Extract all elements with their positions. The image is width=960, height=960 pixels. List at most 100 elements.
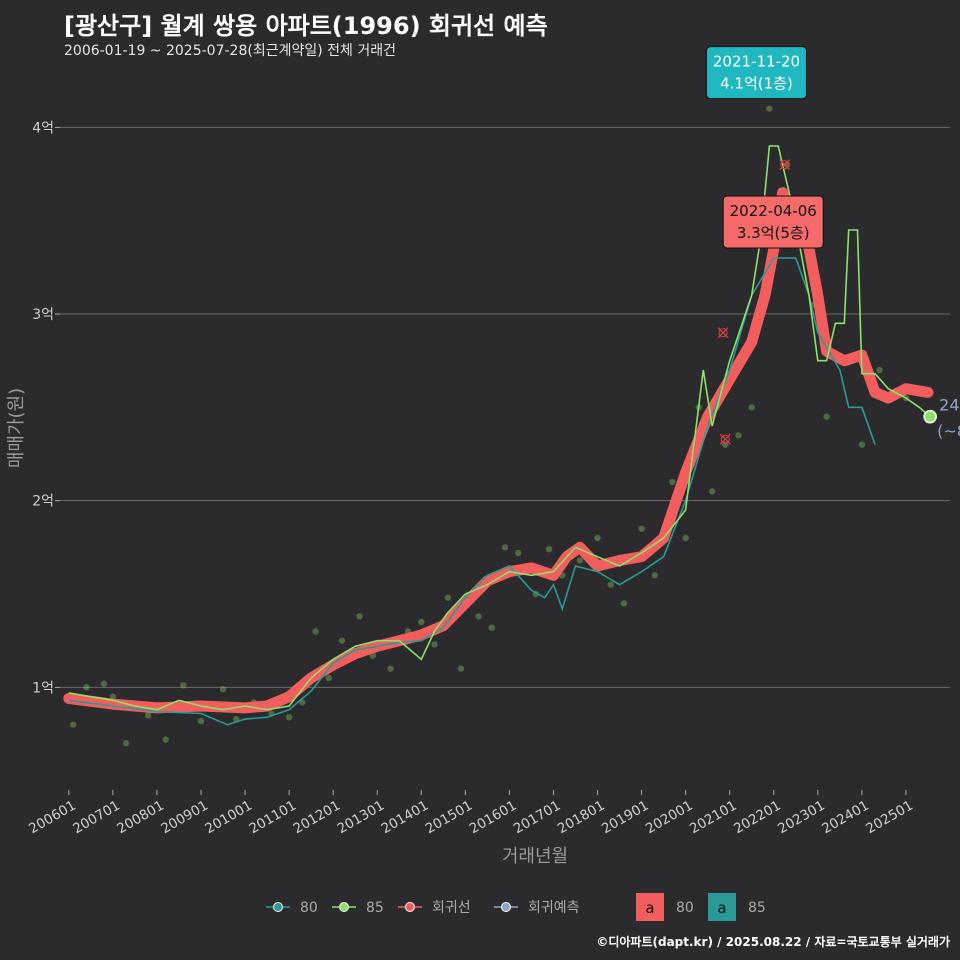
transaction-point	[475, 613, 482, 620]
x-tick-label: 200701	[70, 798, 123, 838]
legend-box	[636, 893, 664, 921]
transaction-point	[594, 534, 601, 542]
x-tick-label: 202001	[643, 798, 696, 838]
transaction-point	[418, 618, 425, 626]
transaction-point	[545, 546, 553, 553]
x-tick-label: 202501	[863, 798, 916, 838]
x-tick-label: 201801	[555, 798, 608, 838]
x-tick-label: 201601	[467, 798, 520, 838]
legend-marker-회귀예측	[501, 902, 511, 912]
annotation-date: 2022-04-06	[730, 202, 817, 220]
x-tick-label: 202101	[687, 798, 740, 838]
y-tick-label: 2억	[32, 494, 54, 510]
outlier-cross	[717, 327, 729, 339]
latest-area-label: (~85㎡)	[937, 422, 960, 441]
legend-marker-회귀선	[405, 902, 415, 912]
transaction-point	[312, 628, 319, 635]
source-credit: ©디아파트(dapt.kr) / 2025.08.22 / 자료=국토교통부 실…	[596, 935, 950, 949]
series-line-85	[68, 145, 931, 711]
x-tick-label: 202301	[775, 798, 828, 838]
transaction-point	[356, 613, 363, 620]
transaction-point	[431, 641, 438, 648]
annotation-date: 2021-11-20	[713, 53, 800, 71]
transaction-point	[488, 624, 495, 631]
transaction-point	[823, 413, 830, 420]
latest-price-label: 24,500	[939, 396, 960, 415]
x-tick-label: 201701	[511, 798, 564, 838]
transaction-point	[144, 712, 152, 719]
legend-marker-80	[273, 902, 283, 912]
x-tick-label: 202201	[731, 798, 784, 838]
transaction-point	[100, 680, 108, 687]
legend-box-label: 85	[748, 900, 766, 916]
transaction-point	[197, 717, 205, 725]
legend-label: 회귀선	[432, 900, 471, 916]
x-tick-label: 201201	[291, 798, 344, 838]
x-tick-label: 201101	[246, 798, 299, 838]
annotation-price: 4.1억(1층)	[720, 75, 793, 93]
legend-label: 85	[366, 900, 384, 916]
chart-subtitle: 2006-01-19 ~ 2025-07-28(최근계약일) 전체 거래건	[64, 43, 396, 59]
transaction-point	[219, 686, 227, 693]
legend-label: 회귀예측	[528, 900, 580, 916]
x-tick-label: 201001	[202, 798, 255, 838]
x-tick-label: 200801	[114, 798, 167, 838]
transaction-point	[444, 594, 451, 601]
transaction-point	[325, 674, 332, 682]
transaction-point	[387, 665, 394, 672]
transaction-point	[285, 714, 293, 721]
x-tick-label: 201301	[335, 798, 388, 838]
latest-point	[923, 409, 937, 424]
legend-box-glyph: a	[645, 899, 654, 917]
legend-label: 80	[300, 900, 318, 916]
transaction-point	[338, 637, 346, 644]
transaction-point	[708, 488, 716, 495]
x-tick-label: 202401	[819, 798, 872, 838]
transaction-point	[83, 684, 90, 691]
regression-line	[63, 187, 934, 714]
outlier-cross	[719, 433, 731, 445]
transaction-point	[515, 549, 522, 557]
transaction-point	[651, 572, 659, 579]
annotation-box	[705, 46, 807, 100]
x-tick-label: 200901	[158, 798, 211, 838]
transaction-point	[607, 581, 614, 588]
outlier-cross	[779, 159, 791, 171]
outlier-marker	[780, 160, 790, 170]
transaction-point	[735, 432, 742, 439]
legend-marker-85	[339, 902, 349, 912]
transaction-point	[876, 366, 883, 374]
transaction-point	[457, 665, 465, 672]
legend-box-glyph: a	[717, 899, 726, 917]
transaction-point	[682, 534, 689, 542]
transaction-point	[748, 404, 755, 411]
transaction-point	[638, 525, 645, 532]
transaction-point	[766, 105, 773, 112]
series-line-80	[68, 257, 876, 726]
y-tick-label: 4억	[32, 120, 54, 136]
x-tick-label: 200601	[26, 798, 79, 838]
x-tick-label: 201401	[379, 798, 432, 838]
legend-box	[708, 893, 736, 921]
transaction-point	[70, 721, 77, 728]
y-tick-label: 1억	[32, 680, 54, 696]
legend-box-label: 80	[676, 900, 694, 916]
outlier-marker	[718, 328, 728, 338]
outlier-marker	[720, 434, 730, 444]
transaction-point	[501, 544, 509, 551]
transaction-point	[180, 682, 187, 689]
annotation-price: 3.3억(5층)	[737, 224, 810, 242]
transaction-point	[576, 557, 584, 564]
transaction-point	[122, 740, 130, 747]
y-tick-label: 3억	[32, 307, 54, 323]
x-axis-title: 거래년월	[502, 846, 568, 867]
transaction-point	[669, 478, 676, 486]
y-axis-title: 매매가(원)	[6, 388, 27, 468]
x-tick-label: 201901	[599, 798, 652, 838]
chart-title: [광산구] 월계 쌍용 아파트(1996) 회귀선 예측	[64, 12, 548, 40]
transaction-point	[620, 600, 628, 607]
transaction-point	[109, 693, 117, 700]
transaction-point	[858, 441, 866, 448]
transaction-point	[162, 736, 169, 743]
x-tick-label: 201501	[423, 798, 476, 838]
